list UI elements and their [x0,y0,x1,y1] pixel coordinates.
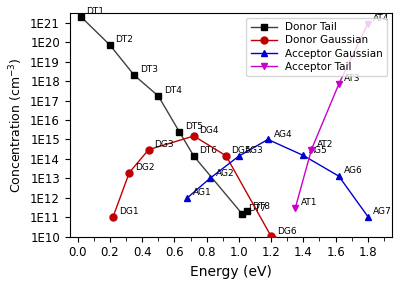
Donor Tail [240,212,244,216]
Donor Tail [177,130,182,133]
Donor Tail [156,94,161,98]
Text: AG1: AG1 [193,188,212,197]
Text: DG7: DG7 [0,285,1,286]
Acceptor Gaussian [185,196,190,200]
Acceptor Tail [309,148,314,151]
Text: DT8: DT8 [252,202,270,211]
Text: DT2: DT2 [116,35,134,44]
Donor Tail [78,15,83,19]
Acceptor Gaussian [236,154,241,158]
Donor Gaussian [146,148,151,151]
Donor Gaussian [127,171,132,174]
Donor Gaussian [191,134,196,138]
Acceptor Gaussian [301,154,306,157]
Text: DG3: DG3 [154,140,174,149]
Text: AT4: AT4 [373,14,390,23]
Text: DG2: DG2 [135,163,154,172]
Line: Donor Tail: Donor Tail [78,13,250,217]
Text: AG4: AG4 [274,130,292,139]
Text: AG6: AG6 [344,166,363,175]
Text: DT3: DT3 [140,65,158,74]
X-axis label: Energy (eV): Energy (eV) [190,265,272,279]
Donor Gaussian [270,237,275,240]
Donor Gaussian [224,154,228,158]
Text: DG4: DG4 [199,126,219,135]
Line: Donor Gaussian: Donor Gaussian [110,132,276,242]
Acceptor Tail [366,22,370,25]
Text: DT6: DT6 [199,146,217,155]
Donor Tail [132,74,136,77]
Text: DT7: DT7 [248,204,266,213]
Y-axis label: Concentration (cm$^{-3}$): Concentration (cm$^{-3}$) [7,57,24,192]
Line: Acceptor Gaussian: Acceptor Gaussian [184,136,371,220]
Text: DG6: DG6 [277,227,296,236]
Text: DT1: DT1 [86,7,104,16]
Text: AG2: AG2 [216,169,234,178]
Text: DT4: DT4 [164,86,182,95]
Acceptor Tail [336,82,341,86]
Line: Acceptor Tail: Acceptor Tail [292,20,371,211]
Acceptor Gaussian [266,138,270,141]
Text: AG5: AG5 [309,146,328,155]
Text: AT1: AT1 [301,198,317,207]
Text: AT3: AT3 [344,74,361,83]
Text: AT2: AT2 [317,140,333,149]
Acceptor Gaussian [366,215,370,218]
Text: AG3: AG3 [244,146,263,155]
Text: DT5: DT5 [185,122,203,131]
Acceptor Tail [293,206,298,210]
Donor Tail [108,43,112,47]
Donor Gaussian [269,235,274,238]
Acceptor Gaussian [208,177,212,180]
Text: DG1: DG1 [119,207,138,216]
Donor Tail [244,210,249,213]
Text: AG7: AG7 [373,207,392,216]
Acceptor Gaussian [336,174,341,178]
Donor Gaussian [111,215,116,218]
Legend: Donor Tail, Donor Gaussian, Acceptor Gaussian, Acceptor Tail: Donor Tail, Donor Gaussian, Acceptor Gau… [246,18,387,76]
Text: DG5: DG5 [232,146,251,155]
Donor Tail [191,154,196,158]
